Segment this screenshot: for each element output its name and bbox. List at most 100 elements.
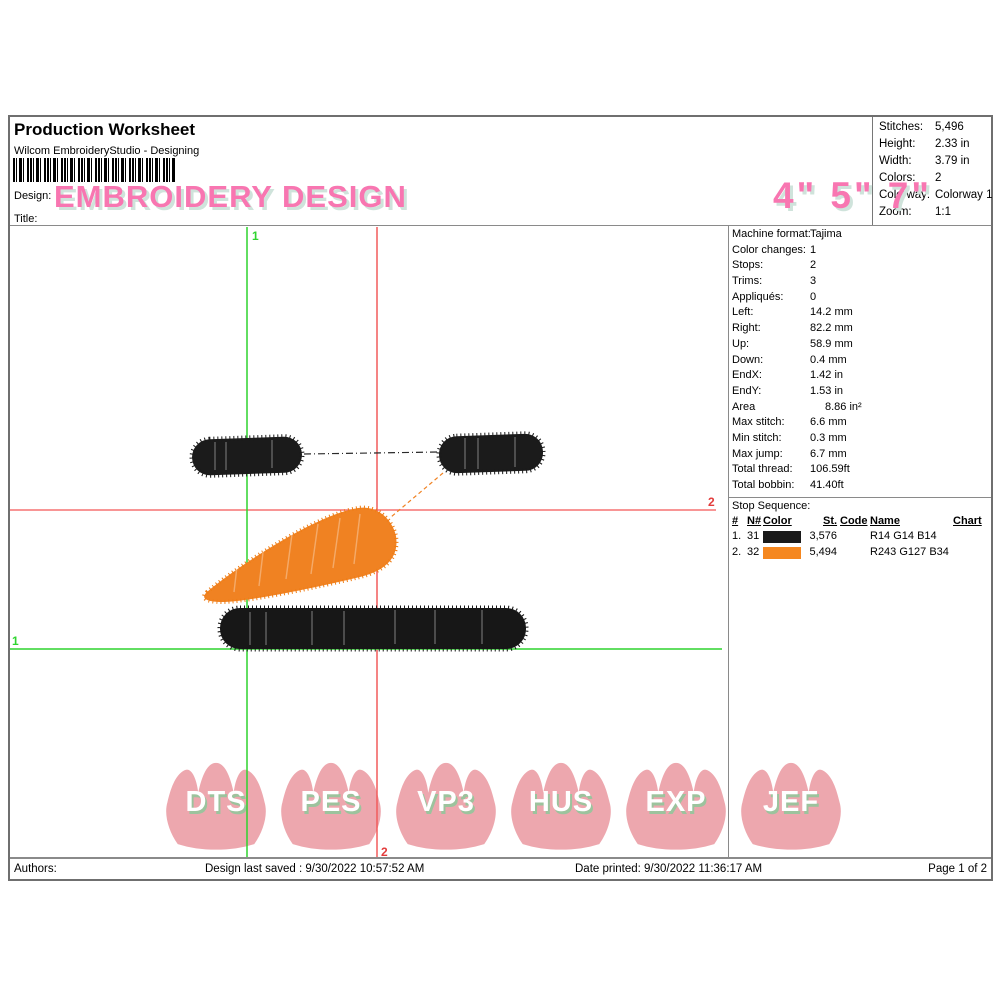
row-stitches: 3,576	[809, 530, 837, 542]
machine-label: Left:	[732, 306, 754, 319]
last-saved-text: Design last saved : 9/30/2022 10:57:52 A…	[205, 863, 425, 875]
title-label: Title:	[14, 213, 38, 225]
machine-label: Min stitch:	[732, 431, 782, 444]
machine-value: 1.42 in	[810, 369, 844, 382]
worksheet-page: Production Worksheet Wilcom EmbroiderySt…	[8, 115, 993, 881]
barcode-image	[13, 158, 175, 182]
snowman-left-eye-shape	[189, 434, 305, 478]
hoop2-label-bottom: 2	[381, 845, 388, 858]
machine-value: 0.3 mm	[810, 431, 847, 444]
tulip-icon	[511, 762, 611, 850]
format-badge-vp3: VP3	[390, 752, 502, 854]
hoop1-label-top: 1	[252, 229, 259, 243]
row-color-name: R14 G14 B14	[870, 530, 937, 542]
format-badge-label: HUS	[528, 786, 594, 818]
col-code: Code	[840, 515, 868, 527]
footer-bar: Authors: Design last saved : 9/30/2022 1…	[10, 857, 991, 881]
machine-format-panel: Machine format: Tajima Color changes: 1 St…	[732, 228, 990, 495]
col-st: St.	[823, 515, 838, 527]
machine-value: 58.9 mm	[810, 337, 853, 350]
format-badge-label: VP3	[417, 786, 475, 818]
machine-label: Max stitch:	[732, 416, 785, 429]
stop-sequence-divider	[728, 497, 991, 498]
machine-value: 14.2 mm	[810, 306, 853, 319]
stitch-texture	[214, 437, 516, 645]
page-title: Production Worksheet	[14, 120, 196, 139]
machine-label: Trims:	[732, 275, 763, 288]
design-label: Design:	[14, 190, 52, 202]
machine-label: Color changes:	[732, 243, 806, 256]
machine-label: Down:	[732, 353, 764, 366]
machine-label: Machine format:	[732, 228, 811, 240]
machine-value: 106.59ft	[810, 463, 850, 476]
row-n: 32	[747, 546, 760, 558]
summary-value: 2	[935, 172, 942, 184]
carrot-nose-shape	[202, 505, 399, 605]
machine-value: 0	[810, 290, 817, 303]
summary-value: 2.33 in	[935, 138, 970, 150]
tulip-icon	[396, 762, 496, 850]
date-printed-text: Date printed: 9/30/2022 11:36:17 AM	[575, 863, 763, 875]
summary-label: Colors:	[879, 172, 916, 184]
summary-value: 3.79 in	[935, 155, 970, 167]
format-badge-pes: PES	[275, 752, 387, 854]
summary-label: Width:	[879, 155, 912, 167]
col-num: #	[732, 515, 739, 527]
hoop1-label-left: 1	[12, 634, 19, 648]
machine-label: Area	[732, 400, 756, 413]
machine-label: Total bobbin:	[732, 479, 795, 491]
snowman-mouth-shape	[217, 605, 529, 652]
design-summary-box: Stitches: 5,496 Height: 2.33 in Width: 3.79…	[872, 117, 993, 226]
tulip-icon	[626, 762, 726, 850]
stop-sequence-row: 2. 32 5,494 R243 G127 B34	[10, 546, 995, 561]
row-num: 2.	[732, 546, 742, 558]
machine-label: Stops:	[732, 259, 764, 272]
format-badge-hus: HUS	[505, 752, 617, 854]
machine-value: 3	[810, 275, 817, 288]
travel-stitch-black	[303, 451, 440, 455]
thread-color-swatch-black	[763, 531, 801, 543]
summary-value: Colorway 1	[935, 189, 993, 201]
stop-sequence-header: # N# Color St. Code Name Chart	[10, 515, 995, 529]
col-chart: Chart	[953, 515, 982, 527]
panel-divider	[728, 225, 729, 857]
machine-value: 1.53 in	[810, 384, 844, 397]
row-n: 31	[747, 530, 760, 542]
machine-value: 1	[810, 243, 817, 256]
machine-value: 0.4 mm	[810, 353, 847, 366]
page-number: Page 1 of 2	[928, 863, 987, 875]
travel-stitch-orange	[390, 472, 444, 518]
app-subtitle: Wilcom EmbroideryStudio - Designing	[14, 145, 200, 157]
row-stitches: 5,494	[809, 546, 837, 558]
format-badge-label: JEF	[762, 786, 820, 818]
hoop2-label-right: 2	[708, 495, 715, 509]
summary-label: Colorway:	[879, 189, 931, 201]
format-badge-dts: DTS	[160, 752, 272, 854]
snowman-right-eye-shape	[436, 431, 546, 476]
machine-label: Right:	[732, 322, 761, 335]
format-badge-exp: EXP	[620, 752, 732, 854]
watermark-hoop-sizes: 4" 5" 7"	[773, 175, 932, 216]
watermark-embroidery-design: EMBROIDERY DESIGN	[54, 179, 407, 214]
col-name: Name	[870, 515, 900, 527]
header-divider	[10, 225, 991, 226]
tulip-icon	[741, 762, 841, 850]
summary-value: 5,496	[935, 121, 964, 133]
design-canvas: 1 1 2 2	[10, 227, 722, 858]
row-num: 1.	[732, 530, 742, 542]
machine-label: EndY:	[732, 384, 762, 397]
format-badge-jef: JEF	[735, 752, 847, 854]
tulip-icon	[281, 762, 381, 850]
machine-value: 6.7 mm	[810, 447, 847, 460]
col-n: N#	[747, 515, 762, 527]
summary-value: 1:1	[935, 206, 951, 218]
machine-label: Max jump:	[732, 447, 783, 460]
authors-label: Authors:	[14, 863, 57, 875]
machine-value: 82.2 mm	[810, 322, 853, 335]
summary-label: Height:	[879, 138, 916, 150]
machine-value: 6.6 mm	[810, 416, 847, 429]
tulip-icon	[166, 762, 266, 850]
machine-value: Tajima	[810, 228, 842, 240]
row-color-name: R243 G127 B34	[870, 546, 949, 558]
machine-label: Appliqués:	[732, 290, 784, 303]
